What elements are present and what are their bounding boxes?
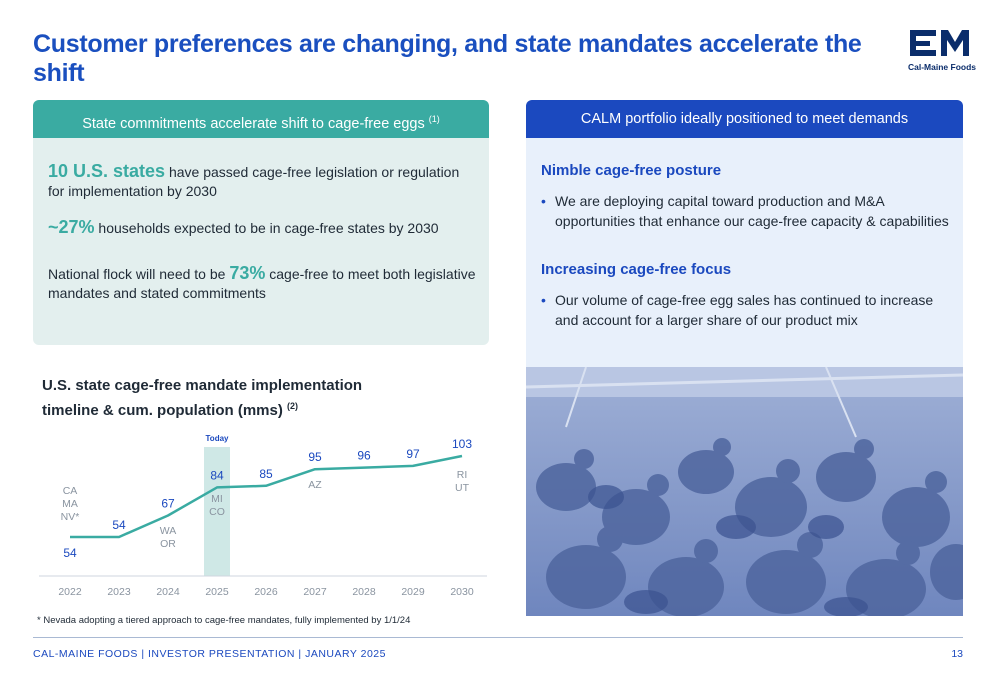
flock-highlight: 73% [229, 263, 266, 283]
x-tick-label: 2029 [401, 586, 425, 598]
data-label: 67 [161, 497, 175, 511]
data-label: 96 [357, 449, 371, 463]
hens-photo [526, 367, 963, 616]
increasing-bullet-text: Our volume of cage-free egg sales has co… [555, 292, 934, 328]
state-annotation: CA MA NV* [61, 485, 80, 523]
nimble-bullet-text: We are deploying capital toward producti… [555, 193, 949, 229]
state-commitments-header: State commitments accelerate shift to ca… [33, 100, 489, 138]
population-line [70, 454, 463, 539]
nimble-heading: Nimble cage-free posture [541, 162, 722, 179]
households-body: households expected to be in cage-free s… [94, 220, 439, 236]
states-passed-body: have passed cage-free legislation or reg… [48, 164, 460, 199]
chart-title: U.S. state cage-free mandate implementat… [42, 376, 402, 421]
data-label: 103 [452, 437, 472, 451]
footer-divider [33, 637, 963, 638]
national-flock-text: National flock will need to be 73% cage-… [48, 264, 478, 303]
x-tick-label: 2023 [107, 586, 131, 598]
data-label: 54 [63, 546, 77, 560]
calm-portfolio-header: CALM portfolio ideally positioned to mee… [526, 100, 963, 138]
logo-text: Cal-Maine Foods [908, 62, 977, 72]
bullet-dot: • [541, 193, 546, 209]
households-highlight: ~27% [48, 217, 95, 237]
data-label: 54 [112, 518, 126, 532]
page-number: 13 [951, 648, 963, 660]
left-header-note: (1) [428, 114, 440, 124]
flock-body-b: cage-free to meet both legislative manda… [48, 266, 476, 301]
state-commitments-panel: State commitments accelerate shift to ca… [33, 100, 489, 345]
data-label: 97 [406, 447, 420, 461]
state-annotation: RI UT [455, 469, 470, 494]
households-text: ~27% households expected to be in cage-f… [48, 218, 478, 238]
x-tick-label: 2030 [450, 586, 474, 598]
today-label: Today [206, 434, 230, 443]
chart-title-text: U.S. state cage-free mandate implementat… [42, 377, 363, 419]
x-tick-label: 2025 [205, 586, 229, 598]
data-label: 95 [308, 450, 322, 464]
x-tick-label: 2022 [58, 586, 82, 598]
data-label: 84 [210, 468, 224, 482]
footnote: * Nevada adopting a tiered approach to c… [37, 615, 411, 626]
states-passed-text: 10 U.S. states have passed cage-free leg… [48, 162, 478, 201]
chart-title-note: (2) [287, 401, 299, 411]
bullet-dot: • [541, 292, 546, 308]
flock-body-a: National flock will need to be [48, 266, 230, 282]
state-annotation: AZ [308, 479, 322, 491]
cal-maine-logo: Cal-Maine Foods [908, 28, 977, 76]
states-count-highlight: 10 U.S. states [48, 161, 166, 181]
calm-portfolio-panel: CALM portfolio ideally positioned to mee… [526, 100, 963, 616]
data-label: 85 [259, 467, 273, 481]
today-highlight [204, 447, 230, 576]
x-tick-label: 2028 [352, 586, 376, 598]
mandate-timeline-chart: Today 54 54 67 84 85 95 96 97 103 2022 2023 2024 2025… [39, 434, 487, 598]
x-tick-label: 2026 [254, 586, 278, 598]
page-title: Customer preferences are changing, and s… [33, 30, 862, 87]
increasing-heading: Increasing cage-free focus [541, 261, 732, 278]
state-annotation: WA OR [160, 525, 177, 550]
x-tick-label: 2024 [156, 586, 180, 598]
footer-text: CAL-MAINE FOODS | INVESTOR PRESENTATION … [33, 648, 386, 660]
state-annotation: MI CO [209, 493, 225, 518]
nimble-bullet: • We are deploying capital toward produc… [541, 191, 955, 231]
increasing-bullet: • Our volume of cage-free egg sales has … [541, 290, 955, 330]
left-header-text: State commitments accelerate shift to ca… [82, 115, 425, 132]
x-tick-label: 2027 [303, 586, 327, 598]
cm-logo-icon [910, 30, 969, 56]
